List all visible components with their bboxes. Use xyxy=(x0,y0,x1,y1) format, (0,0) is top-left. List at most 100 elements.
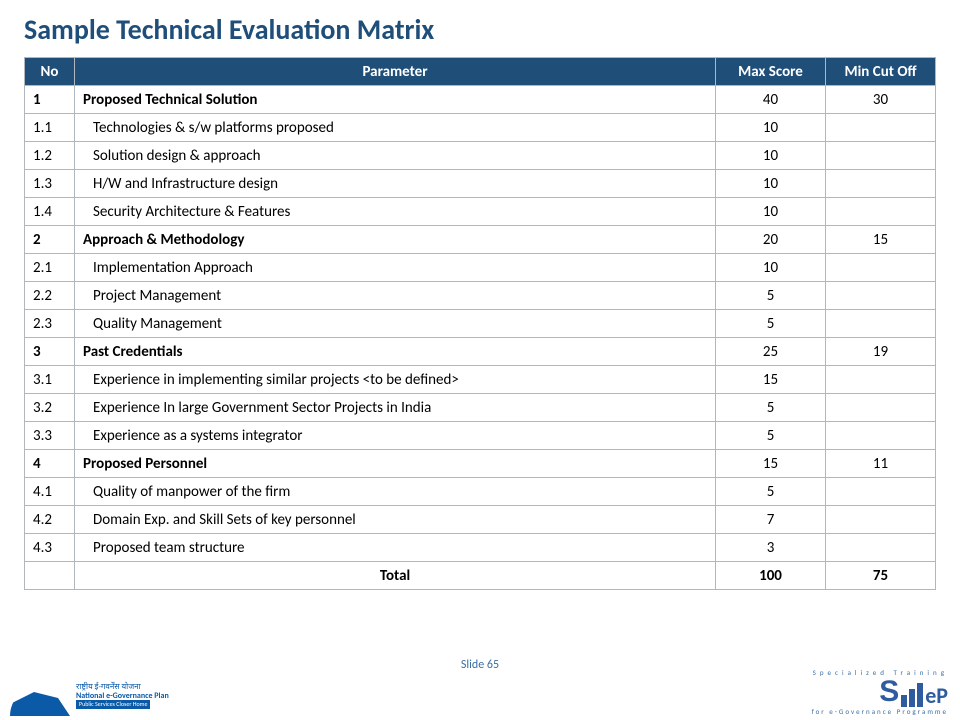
cell-parameter: Proposed Personnel xyxy=(75,450,716,478)
col-header-no: No xyxy=(25,58,75,86)
step-bottomline: for e-Governance Programme xyxy=(812,707,948,716)
cell-max-score: 20 xyxy=(716,226,826,254)
cell-max-score: 10 xyxy=(716,170,826,198)
cell-min-cutoff xyxy=(826,114,936,142)
cell-no: 4.2 xyxy=(25,506,75,534)
table-row: 1.3H/W and Infrastructure design10 xyxy=(25,170,936,198)
cell-parameter: Project Management xyxy=(75,282,716,310)
cell-no: 1.3 xyxy=(25,170,75,198)
cell-max-score: 5 xyxy=(716,394,826,422)
cell-no: 3.2 xyxy=(25,394,75,422)
cell-no: 4.1 xyxy=(25,478,75,506)
cell-parameter: Experience as a systems integrator xyxy=(75,422,716,450)
cell-min-cutoff xyxy=(826,422,936,450)
cell-max-score: 10 xyxy=(716,254,826,282)
table-row: 3.2Experience In large Government Sector… xyxy=(25,394,936,422)
evaluation-table: No Parameter Max Score Min Cut Off 1Prop… xyxy=(24,57,936,590)
slide-title: Sample Technical Evaluation Matrix xyxy=(24,12,936,47)
table-row: 2.1Implementation Approach10 xyxy=(25,254,936,282)
cell-parameter: Solution design & approach xyxy=(75,142,716,170)
cell-min-cutoff xyxy=(826,478,936,506)
cell-parameter: Implementation Approach xyxy=(75,254,716,282)
negp-tagline: Public Services Closer Home xyxy=(76,700,150,709)
cell-max-score: 10 xyxy=(716,114,826,142)
cell-parameter: Experience In large Government Sector Pr… xyxy=(75,394,716,422)
negp-line2: National e-Governance Plan xyxy=(76,692,169,701)
negp-swoosh-icon xyxy=(10,676,70,716)
cell-max-score: 15 xyxy=(716,450,826,478)
cell-no: 4 xyxy=(25,450,75,478)
cell-no: 1.2 xyxy=(25,142,75,170)
step-wordmark: S eP xyxy=(812,677,948,707)
slide-footer: Slide 65 राष्ट्रीय ई-गवर्नेंस योजना Nati… xyxy=(0,652,960,720)
cell-max-score: 3 xyxy=(716,534,826,562)
cell-min-cutoff xyxy=(826,310,936,338)
table-row: 2.2Project Management5 xyxy=(25,282,936,310)
cell-no: 1.4 xyxy=(25,198,75,226)
table-header-row: No Parameter Max Score Min Cut Off xyxy=(25,58,936,86)
step-logo: Specialized Training S eP for e-Governan… xyxy=(812,668,948,716)
table-body: 1Proposed Technical Solution40301.1Techn… xyxy=(25,86,936,590)
cell-max-score: 5 xyxy=(716,310,826,338)
table-row: 3.3Experience as a systems integrator5 xyxy=(25,422,936,450)
cell-min-cutoff xyxy=(826,142,936,170)
cell-no xyxy=(25,562,75,590)
cell-no: 3.1 xyxy=(25,366,75,394)
cell-min-cutoff: 30 xyxy=(826,86,936,114)
table-row: 1.2Solution design & approach10 xyxy=(25,142,936,170)
cell-min-cutoff xyxy=(826,170,936,198)
table-row: Total10075 xyxy=(25,562,936,590)
cell-max-score: 100 xyxy=(716,562,826,590)
cell-parameter: Quality Management xyxy=(75,310,716,338)
table-row: 4.2Domain Exp. and Skill Sets of key per… xyxy=(25,506,936,534)
cell-max-score: 10 xyxy=(716,142,826,170)
cell-no: 2.2 xyxy=(25,282,75,310)
col-header-cut: Min Cut Off xyxy=(826,58,936,86)
cell-no: 2 xyxy=(25,226,75,254)
cell-min-cutoff xyxy=(826,254,936,282)
step-s-icon: S xyxy=(879,677,899,707)
slide: Sample Technical Evaluation Matrix No Pa… xyxy=(0,0,960,590)
cell-max-score: 5 xyxy=(716,282,826,310)
cell-max-score: 10 xyxy=(716,198,826,226)
cell-min-cutoff xyxy=(826,282,936,310)
cell-parameter: Proposed Technical Solution xyxy=(75,86,716,114)
table-row: 2.3Quality Management5 xyxy=(25,310,936,338)
col-header-param: Parameter xyxy=(75,58,716,86)
cell-min-cutoff: 75 xyxy=(826,562,936,590)
cell-no: 3 xyxy=(25,338,75,366)
table-row: 1.4Security Architecture & Features10 xyxy=(25,198,936,226)
table-row: 4.1Quality of manpower of the firm5 xyxy=(25,478,936,506)
cell-min-cutoff xyxy=(826,506,936,534)
cell-parameter: Experience in implementing similar proje… xyxy=(75,366,716,394)
table-row: 1Proposed Technical Solution4030 xyxy=(25,86,936,114)
col-header-max: Max Score xyxy=(716,58,826,86)
cell-parameter: Proposed team structure xyxy=(75,534,716,562)
cell-min-cutoff xyxy=(826,534,936,562)
table-row: 3.1Experience in implementing similar pr… xyxy=(25,366,936,394)
table-row: 3Past Credentials2519 xyxy=(25,338,936,366)
cell-parameter: Technologies & s/w platforms proposed xyxy=(75,114,716,142)
cell-min-cutoff: 15 xyxy=(826,226,936,254)
cell-parameter: Domain Exp. and Skill Sets of key person… xyxy=(75,506,716,534)
step-bars-icon xyxy=(901,683,923,707)
cell-min-cutoff: 11 xyxy=(826,450,936,478)
table-row: 1.1Technologies & s/w platforms proposed… xyxy=(25,114,936,142)
cell-parameter: H/W and Infrastructure design xyxy=(75,170,716,198)
cell-parameter: Security Architecture & Features xyxy=(75,198,716,226)
cell-parameter: Total xyxy=(75,562,716,590)
cell-max-score: 5 xyxy=(716,478,826,506)
table-row: 4Proposed Personnel1511 xyxy=(25,450,936,478)
cell-parameter: Quality of manpower of the firm xyxy=(75,478,716,506)
cell-min-cutoff xyxy=(826,366,936,394)
cell-max-score: 25 xyxy=(716,338,826,366)
cell-min-cutoff: 19 xyxy=(826,338,936,366)
cell-min-cutoff xyxy=(826,198,936,226)
negp-logo-text: राष्ट्रीय ई-गवर्नेंस योजना National e-Go… xyxy=(76,683,169,709)
cell-max-score: 15 xyxy=(716,366,826,394)
cell-max-score: 40 xyxy=(716,86,826,114)
cell-no: 1 xyxy=(25,86,75,114)
cell-max-score: 5 xyxy=(716,422,826,450)
negp-logo: राष्ट्रीय ई-गवर्नेंस योजना National e-Go… xyxy=(10,676,169,716)
cell-no: 4.3 xyxy=(25,534,75,562)
